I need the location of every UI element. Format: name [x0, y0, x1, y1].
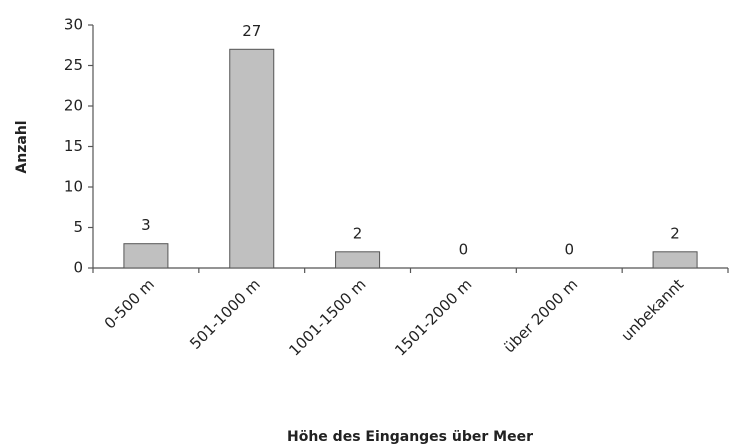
bar [652, 251, 698, 269]
bar [123, 243, 169, 269]
y-tick-label: 0 [73, 259, 83, 277]
data-label: 3 [141, 216, 151, 234]
x-tick-label: 1501-2000 m [391, 275, 475, 359]
bar [335, 251, 381, 269]
x-tick-label: 1001-1500 m [285, 275, 369, 359]
data-label: 2 [353, 224, 363, 242]
y-tick-label: 30 [64, 16, 83, 34]
data-label: 2 [670, 224, 680, 242]
x-axis-label: Höhe des Einganges über Meer [287, 429, 533, 445]
x-tick-label: 501-1000 m [186, 275, 264, 353]
x-tick-label: unbekannt [618, 275, 688, 345]
y-tick-label: 15 [64, 137, 83, 155]
x-tick-label: über 2000 m [500, 275, 581, 356]
y-tick-label: 20 [64, 97, 83, 115]
data-label: 0 [459, 241, 469, 259]
y-tick-label: 5 [73, 218, 83, 236]
y-tick-label: 10 [64, 178, 83, 196]
y-axis-label: Anzahl [14, 120, 30, 173]
data-label: 0 [564, 241, 574, 259]
x-tick-label: 0-500 m [101, 275, 158, 332]
data-label: 27 [242, 22, 261, 40]
y-tick-label: 25 [64, 56, 83, 74]
bar [229, 48, 275, 269]
